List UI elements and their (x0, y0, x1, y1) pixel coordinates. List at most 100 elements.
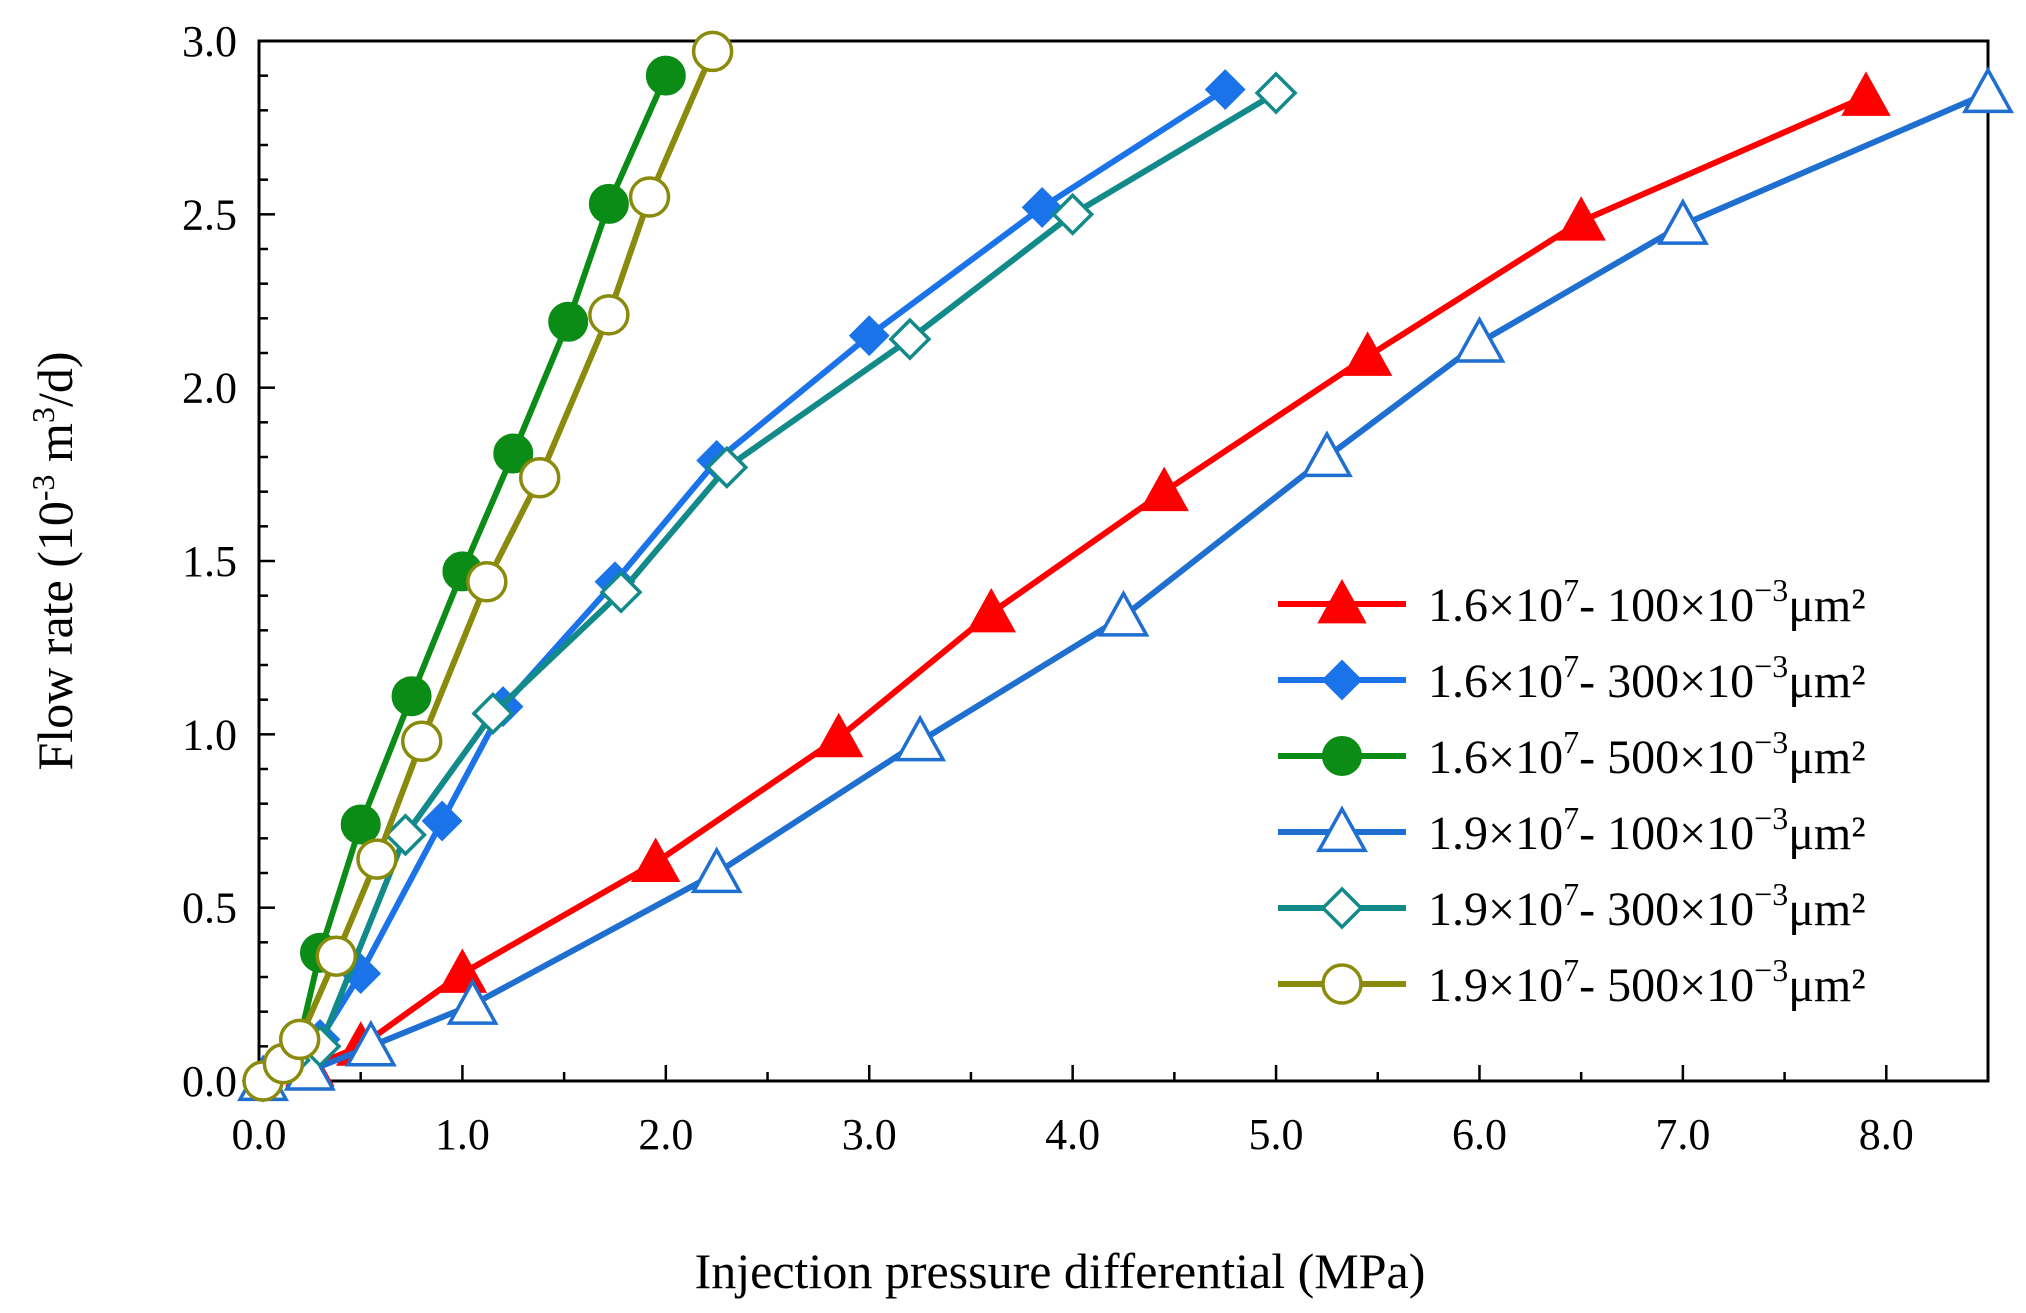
data-point (340, 804, 381, 845)
data-point (471, 692, 515, 736)
legend-label: 1.9×107- 100×10−3μm² (1428, 800, 1866, 860)
data-point (690, 846, 743, 894)
data-point (1204, 69, 1246, 110)
data-point (1841, 71, 1891, 116)
legend-label-part: μm² (1788, 883, 1865, 936)
data-point (691, 30, 734, 73)
series-6 (242, 30, 734, 1102)
legend-label-part: μm² (1788, 579, 1865, 632)
data-point (888, 317, 932, 361)
x-tick-label: 1.0 (435, 1110, 490, 1159)
x-tick-label: 8.0 (1859, 1110, 1914, 1159)
legend-label-part: 7 (1563, 876, 1579, 912)
data-point (848, 315, 890, 357)
legend-marker (1317, 578, 1367, 624)
legend-label: 1.9×107- 300×10−3μm² (1428, 876, 1866, 936)
series-line (260, 72, 669, 1084)
y-axis-ticks: 0.0 0.5 1.0 1.5 2.0 2.5 3.0 (182, 17, 275, 1106)
y-tick-label: 2.5 (182, 190, 237, 239)
legend-label-part: 7 (1563, 724, 1579, 760)
x-tick-label: 5.0 (1249, 1110, 1304, 1159)
y-axis-title-prefix: Flow rate (10 (27, 501, 83, 770)
legend-item: 1.9×107- 300×10−3μm² (1278, 876, 1866, 936)
y-axis-title-exp1: -3 (25, 474, 61, 501)
data-point (1254, 71, 1298, 115)
data-point (400, 720, 443, 763)
legend-label-part: 1.6×10 (1428, 579, 1563, 632)
data-point (383, 813, 427, 857)
legend-item: 1.6×107- 100×10−3μm² (1278, 572, 1866, 632)
x-tick-label: 7.0 (1655, 1110, 1710, 1159)
x-axis-ticks: 0.0 1.0 2.0 3.0 4.0 5.0 6.0 7.0 8.0 (232, 1065, 1914, 1159)
legend-label-part: μm² (1788, 959, 1865, 1012)
data-point (1139, 466, 1189, 512)
legend-label-part: μm² (1788, 731, 1865, 784)
data-point (966, 587, 1016, 633)
x-axis-title: Injection pressure differential (MPa) (695, 1243, 1426, 1299)
legend-label-part: - 500×10 (1579, 731, 1754, 784)
x-tick-label: 3.0 (842, 1110, 897, 1159)
data-point (599, 570, 643, 614)
legend-label-part: 1.9×10 (1428, 807, 1563, 860)
data-point (1556, 196, 1606, 241)
legend-item: 1.9×107- 100×10−3μm² (1278, 800, 1866, 860)
y-tick-label: 3.0 (182, 17, 237, 66)
data-point (278, 1018, 321, 1061)
data-point (548, 301, 589, 342)
legend-marker (1316, 805, 1368, 853)
legend-label-part: 7 (1563, 572, 1579, 608)
y-axis-title: Flow rate (10-3 m3/d) (25, 352, 83, 771)
legend-label: 1.9×107- 500×10−3μm² (1428, 952, 1866, 1012)
y-tick-label: 1.5 (182, 537, 237, 586)
legend-item: 1.6×107- 500×10−3μm² (1278, 724, 1866, 784)
x-tick-label: 4.0 (1045, 1110, 1100, 1159)
data-point (344, 1019, 397, 1067)
x-tick-label: 0.0 (232, 1110, 287, 1159)
legend-label-part: 1.6×10 (1428, 731, 1563, 784)
data-point (315, 935, 358, 977)
data-point (1342, 331, 1393, 376)
y-axis-title-mid: m (27, 423, 83, 475)
data-point (1962, 66, 2014, 114)
legend-label-part: - 500×10 (1579, 959, 1754, 1012)
data-point (588, 294, 630, 336)
data-point (1021, 186, 1063, 228)
data-point (1300, 430, 1353, 478)
legend-item: 1.6×107- 300×10−3μm² (1278, 648, 1866, 708)
data-point (391, 676, 432, 717)
data-point (814, 712, 864, 758)
legend-marker (1320, 886, 1364, 930)
legend-label: 1.6×107- 500×10−3μm² (1428, 724, 1866, 784)
data-point (630, 837, 681, 882)
legend-label-part: - 300×10 (1579, 883, 1754, 936)
legend-label-part: −3 (1754, 724, 1788, 760)
legend-label-part: −3 (1754, 572, 1788, 608)
data-point (894, 714, 947, 762)
data-point (1453, 315, 1506, 363)
legend-label-part: −3 (1754, 648, 1788, 684)
series-layer (237, 30, 2014, 1103)
legend-label-part: 1.9×10 (1428, 883, 1563, 936)
legend-label: 1.6×107- 300×10−3μm² (1428, 648, 1866, 708)
data-point (588, 183, 629, 224)
legend-label-part: 1.9×10 (1428, 959, 1563, 1012)
legend-label-part: - 100×10 (1579, 807, 1754, 860)
data-point (466, 561, 508, 603)
data-point (628, 176, 671, 218)
y-axis-title-suffix: /d) (27, 352, 83, 408)
data-point (705, 445, 749, 489)
x-tick-label: 2.0 (638, 1110, 693, 1159)
y-tick-label: 2.0 (182, 364, 237, 413)
y-tick-label: 0.0 (182, 1057, 237, 1106)
legend-marker (1322, 736, 1362, 776)
data-point (1051, 192, 1095, 236)
legend-label-part: μm² (1788, 655, 1865, 708)
legend-label-part: μm² (1788, 807, 1865, 860)
data-point (421, 800, 463, 842)
data-point (1656, 198, 1709, 245)
legend-label-part: - 300×10 (1579, 655, 1754, 708)
legend-label-part: - 100×10 (1579, 579, 1754, 632)
x-tick-label: 6.0 (1452, 1110, 1507, 1159)
